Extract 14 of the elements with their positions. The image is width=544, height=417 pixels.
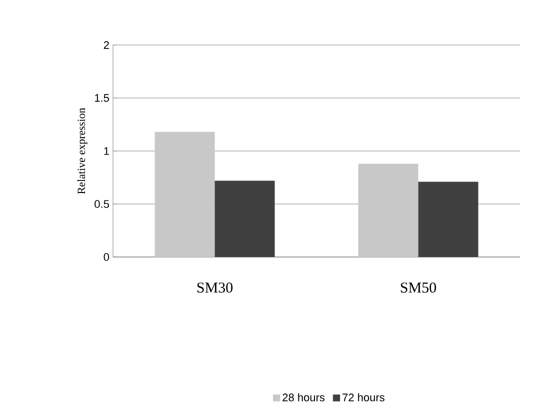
y-tick-label: 1.5 [95,94,109,102]
bar [214,180,275,257]
legend-label: 28 hours [282,393,325,402]
bar [418,182,478,257]
y-tick-label: 2 [104,41,109,49]
y-tick-label: 0.5 [94,200,109,208]
y-tick-label: 0 [104,253,110,261]
x-tick-label: SM50 [400,282,436,293]
bar [154,132,215,257]
y-tick-label: 1 [104,147,109,155]
y-axis-title: Relative expression [77,108,88,194]
bar [358,164,418,257]
x-tick-label: SM30 [197,282,233,293]
legend-label: 72 hours [342,393,384,402]
